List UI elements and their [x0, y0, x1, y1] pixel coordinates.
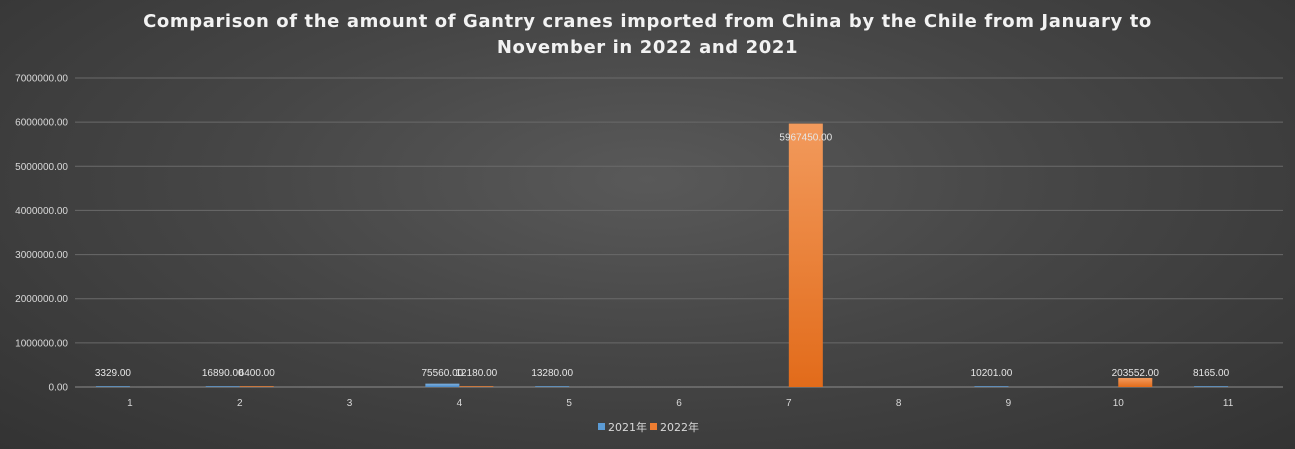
- data-label: 12180.00: [456, 368, 498, 379]
- bar-2021: [535, 386, 570, 387]
- data-label: 10201.00: [971, 368, 1013, 379]
- bar-2022: [1118, 378, 1153, 387]
- x-tick-label: 1: [127, 398, 133, 409]
- bar-2021: [205, 386, 240, 387]
- x-tick-label: 3: [347, 398, 353, 409]
- legend-label: 2022年: [660, 420, 699, 434]
- legend-label: 2021年: [608, 420, 647, 434]
- bar-2022: [459, 386, 494, 387]
- legend-swatch-2021: [598, 423, 605, 430]
- data-label: 6400.00: [239, 368, 276, 379]
- bar-2021: [1194, 386, 1229, 387]
- y-tick-label: 7000000.00: [15, 74, 68, 85]
- y-tick-label: 4000000.00: [15, 206, 68, 217]
- x-tick-label: 10: [1113, 398, 1125, 409]
- y-tick-label: 1000000.00: [15, 338, 68, 349]
- chart-title: Comparison of the amount of Gantry crane…: [143, 11, 1152, 58]
- x-tick-label: 11: [1223, 398, 1234, 409]
- y-tick-label: 3000000.00: [15, 250, 68, 261]
- x-tick-label: 6: [676, 398, 682, 409]
- bar-2022: [239, 386, 274, 387]
- bar-2022: [788, 123, 823, 387]
- data-label: 75560.00: [422, 368, 464, 379]
- legend-swatch-2022: [650, 423, 657, 430]
- y-tick-label: 5000000.00: [15, 162, 68, 173]
- x-tick-label: 9: [1006, 398, 1012, 409]
- data-label: 5967450.00: [779, 133, 832, 144]
- x-tick-label: 8: [896, 398, 902, 409]
- bar-2021: [425, 383, 460, 387]
- data-label: 13280.00: [531, 368, 573, 379]
- bar-2021: [974, 386, 1009, 387]
- x-tick-label: 5: [566, 398, 572, 409]
- data-label: 8165.00: [1193, 368, 1230, 379]
- x-tick-label: 7: [786, 398, 792, 409]
- x-tick-label: 2: [237, 398, 243, 409]
- x-tick-label: 4: [457, 398, 463, 409]
- y-tick-label: 6000000.00: [15, 118, 68, 129]
- data-label: 3329.00: [95, 368, 132, 379]
- data-label: 16890.00: [202, 368, 244, 379]
- data-label: 203552.00: [1112, 368, 1160, 379]
- bar-2021: [95, 386, 130, 387]
- y-tick-label: 2000000.00: [15, 294, 68, 305]
- y-tick-label: 0.00: [49, 383, 69, 394]
